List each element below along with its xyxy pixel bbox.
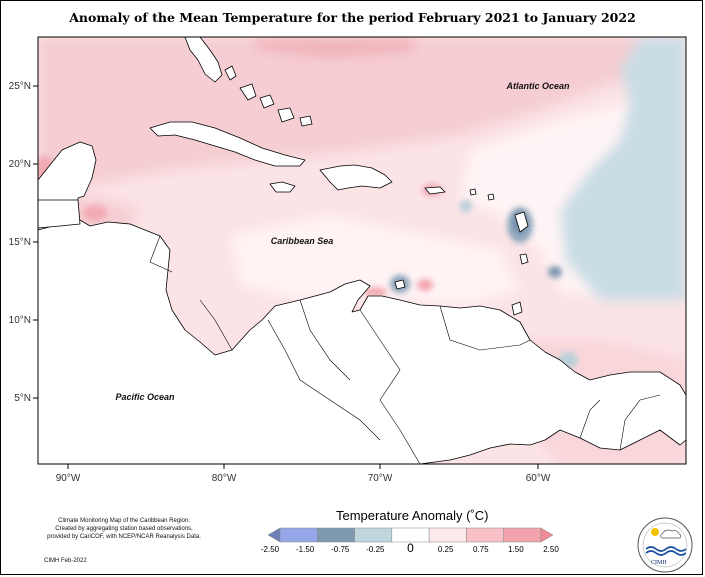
legend-title: Temperature Anomaly (˚C) bbox=[336, 508, 489, 523]
wave-icon bbox=[645, 546, 687, 552]
cimh-logo bbox=[637, 517, 693, 573]
map-border bbox=[37, 36, 687, 465]
lon-tick-label: 70°W bbox=[368, 473, 393, 484]
lon-tick-label: 90°W bbox=[56, 473, 81, 484]
footnote: Climate Monitoring Map of the Caribbean … bbox=[24, 517, 224, 541]
footnote-line: Climate Monitoring Map of the Caribbean … bbox=[58, 518, 190, 524]
pacific-ocean-label: Pacific Ocean bbox=[115, 392, 175, 402]
legend-swatch bbox=[540, 527, 554, 543]
legend-swatch bbox=[354, 527, 393, 543]
legend-tick-label: -1.50 bbox=[296, 545, 315, 554]
lat-tick-label: 15°N bbox=[9, 237, 31, 248]
cloud-icon bbox=[660, 529, 682, 539]
legend-tick-label: -2.50 bbox=[261, 545, 280, 554]
lat-tick-label: 25°N bbox=[9, 81, 31, 92]
lon-tick-label: 80°W bbox=[212, 473, 237, 484]
anomaly-field bbox=[38, 37, 686, 464]
country-borders bbox=[149, 235, 661, 464]
lat-tick-label: 10°N bbox=[9, 315, 31, 326]
footnote-line: provided by CariCOF, with NCEP/NCAR Rean… bbox=[47, 534, 201, 540]
footnote-line: Created by aggregating station based obs… bbox=[55, 526, 193, 532]
lat-axis: 25°N 20°N 15°N 10°N 5°N bbox=[9, 81, 38, 404]
legend-swatch bbox=[279, 527, 318, 543]
legend-swatch bbox=[466, 527, 504, 543]
lat-tick-label: 5°N bbox=[14, 393, 31, 404]
legend-tick-label: 1.50 bbox=[508, 545, 524, 554]
legend-swatch bbox=[267, 527, 281, 543]
lat-tick-label: 20°N bbox=[9, 159, 31, 170]
lon-tick-label: 60°W bbox=[526, 473, 551, 484]
lon-axis: 90°W 80°W 70°W 60°W bbox=[56, 464, 551, 484]
caribbean-sea-label: Caribbean Sea bbox=[271, 236, 334, 246]
legend-tick-label: 0.75 bbox=[473, 545, 489, 554]
cimh-logo-text: CIMH bbox=[651, 560, 667, 566]
legend-swatch bbox=[317, 527, 355, 543]
legend-swatch bbox=[391, 527, 430, 543]
legend-tick-label: -0.25 bbox=[366, 545, 385, 554]
legend-tick-label: -0.75 bbox=[331, 545, 350, 554]
credit-text: CIMH Feb-2022 bbox=[44, 558, 87, 564]
sun-icon bbox=[651, 528, 659, 536]
legend-colorbar: -2.50 -1.50 -0.75 -0.25 0 0.25 0.75 1.50 2.50 bbox=[261, 527, 559, 555]
legend-tick-label: 2.50 bbox=[543, 545, 559, 554]
atlantic-ocean-label: Atlantic Ocean bbox=[505, 81, 570, 91]
legend-tick-label: 0 bbox=[407, 541, 414, 555]
legend-swatch bbox=[428, 527, 467, 543]
legend-swatch bbox=[503, 527, 542, 543]
map-title: Anomaly of the Mean Temperature for the … bbox=[69, 10, 636, 25]
legend-tick-label: 0.25 bbox=[438, 545, 454, 554]
